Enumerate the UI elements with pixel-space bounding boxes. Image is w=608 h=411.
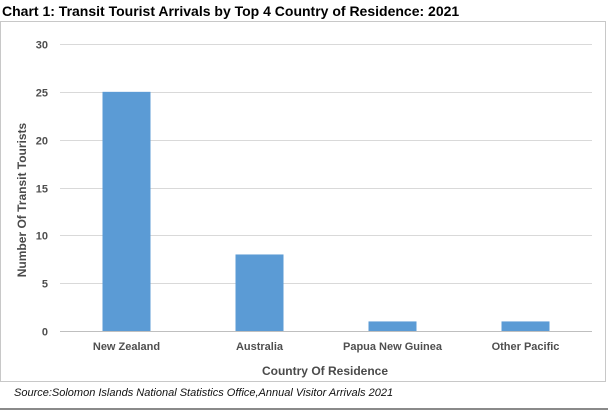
y-axis-ticks: 0 5 10 15 20 25 30: [36, 40, 48, 339]
y-tick-label: 30: [36, 40, 48, 52]
chart-title: Chart 1: Transit Tourist Arrivals by Top…: [2, 3, 460, 19]
bottom-divider: [0, 408, 608, 410]
y-tick-label: 5: [42, 279, 48, 291]
bar-papua-new-guinea: [368, 321, 417, 331]
x-tick-label: Papua New Guinea: [343, 341, 443, 353]
y-tick-label: 20: [36, 136, 48, 148]
source-note: Source:Solomon Islands National Statisti…: [14, 387, 394, 399]
x-tick-label: New Zealand: [93, 341, 160, 353]
y-tick-label: 15: [36, 184, 48, 196]
y-tick-label: 25: [36, 88, 48, 100]
x-axis-title: Country Of Residence: [262, 364, 388, 378]
x-tick-label: Other Pacific: [492, 341, 560, 353]
x-tick-label: Australia: [236, 341, 284, 353]
y-tick-label: 0: [42, 327, 48, 339]
x-axis-ticks: New Zealand Australia Papua New Guinea Othe…: [93, 341, 560, 353]
bar-new-zealand: [102, 91, 151, 331]
y-axis-title: Number Of Transit Tourists: [15, 122, 29, 277]
bar-australia: [235, 254, 284, 331]
bars: [102, 91, 550, 331]
y-tick-label: 10: [36, 231, 48, 243]
bar-other-pacific: [501, 321, 550, 331]
